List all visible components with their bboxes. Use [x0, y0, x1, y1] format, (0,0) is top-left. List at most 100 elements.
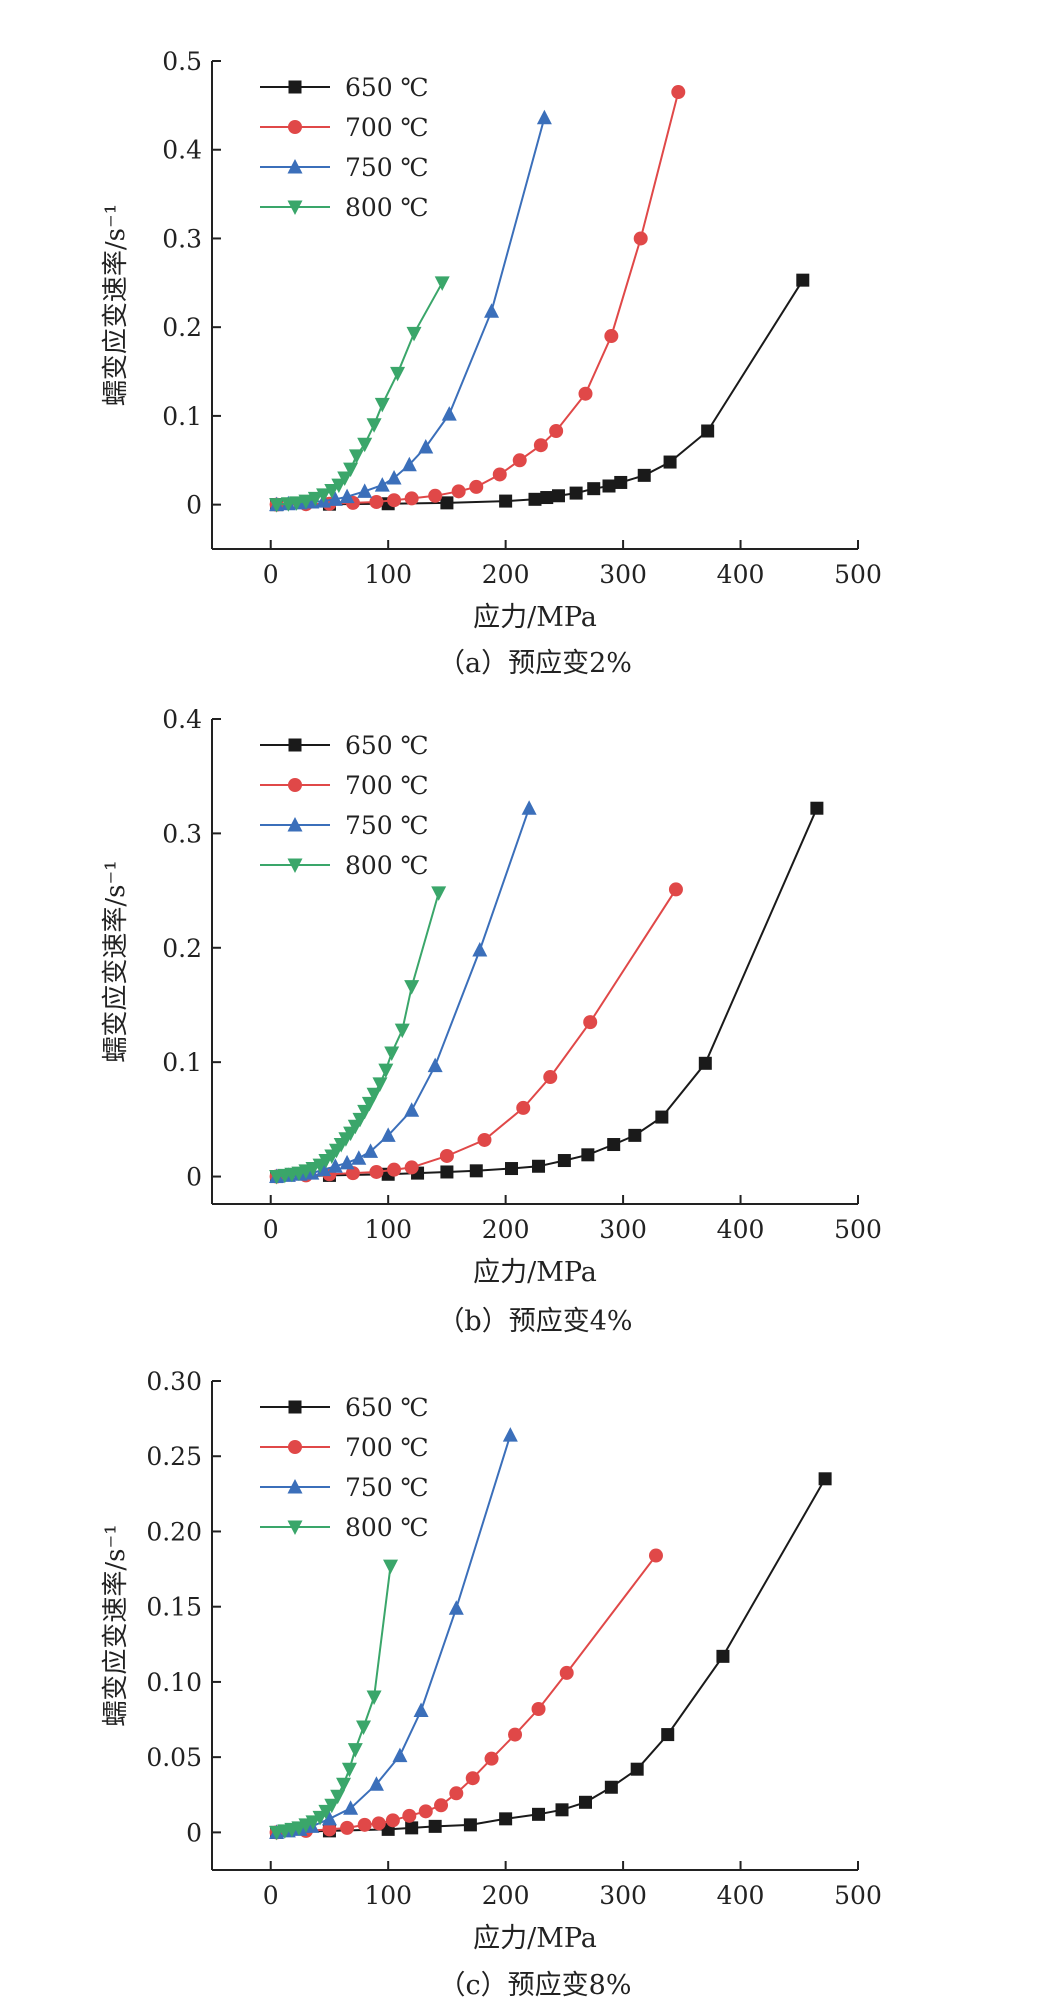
data-point [448, 1600, 464, 1615]
series-circle [269, 882, 683, 1184]
data-point [655, 1110, 669, 1124]
data-point [469, 1164, 483, 1178]
data-point [540, 491, 554, 505]
y-tick-label: 0.05 [146, 1743, 202, 1772]
data-point [357, 483, 373, 498]
data-point [374, 477, 390, 492]
x-tick-label: 500 [834, 560, 882, 589]
data-point [330, 1789, 346, 1805]
data-point [401, 456, 417, 472]
data-point [451, 484, 466, 499]
legend-label: 650 ℃ [345, 731, 429, 760]
data-point [404, 1102, 420, 1117]
y-tick-label: 0.10 [146, 1668, 202, 1697]
legend-label: 800 ℃ [345, 851, 429, 880]
x-tick-label: 300 [599, 1215, 647, 1244]
data-point [516, 1100, 531, 1115]
data-point [441, 406, 457, 421]
legend: 650 ℃ 700 ℃ 750 ℃ 800 ℃ [260, 1393, 429, 1542]
legend-label: 800 ℃ [345, 193, 429, 222]
data-point [324, 483, 340, 499]
data-point [324, 1798, 340, 1814]
data-point [484, 303, 500, 318]
y-axis-title: 蠕变应变速率/s⁻¹ [101, 1524, 131, 1726]
panel-caption: （b）预应变4% [437, 1306, 632, 1337]
data-point [484, 1751, 499, 1766]
y-tick-label: 0 [186, 1818, 202, 1847]
y-tick-label: 0.15 [146, 1593, 202, 1622]
x-axis-title: 应力/MPa [473, 602, 597, 633]
y-tick-label: 0.1 [162, 1048, 202, 1077]
data-point [305, 1815, 321, 1830]
data-point [648, 1548, 663, 1563]
x-tick-label: 200 [482, 1881, 530, 1910]
chart-panel-1: 0 100 200 300 400 500 0 0.1 0.2 0.3 0.4 0.5 应力/MPa 蠕变… [101, 47, 882, 679]
y-axis-title: 蠕变应变速率/s⁻¹ [101, 204, 131, 406]
data-point [405, 1821, 419, 1835]
data-point [637, 468, 651, 482]
legend-label: 700 ℃ [345, 771, 429, 800]
data-point [331, 478, 347, 494]
data-point [663, 455, 677, 469]
data-point [671, 85, 686, 100]
data-point [348, 449, 364, 464]
legend-label: 650 ℃ [345, 1393, 429, 1422]
data-point [614, 475, 628, 489]
series-line [276, 91, 680, 506]
data-point [339, 1154, 355, 1170]
data-point [361, 1096, 377, 1112]
data-point [336, 1777, 352, 1793]
data-point [607, 1138, 621, 1152]
data-point [536, 109, 552, 125]
data-point [387, 1162, 402, 1177]
data-point [499, 494, 513, 508]
data-point [307, 491, 323, 507]
data-point [392, 1747, 408, 1763]
data-point [402, 1808, 417, 1823]
data-point [321, 1810, 337, 1826]
legend-marker [287, 858, 303, 873]
legend-label: 750 ℃ [345, 153, 429, 182]
data-point [512, 453, 527, 468]
data-point [339, 488, 355, 504]
y-tick-label: 0.2 [162, 313, 202, 342]
data-point [418, 438, 434, 454]
data-point [298, 494, 314, 510]
data-point [378, 1063, 394, 1079]
data-point [366, 1690, 382, 1705]
data-point [505, 1162, 519, 1176]
data-point [477, 1132, 492, 1147]
data-point [341, 1762, 357, 1778]
data-point [269, 498, 285, 513]
y-tick-label: 0.3 [162, 819, 202, 848]
data-point [559, 1665, 574, 1680]
y-tick-label: 0.2 [162, 934, 202, 963]
data-point [356, 1720, 372, 1736]
legend-label: 650 ℃ [345, 73, 429, 102]
data-point [428, 488, 443, 503]
data-point [549, 423, 564, 438]
data-point [368, 1776, 384, 1791]
data-point [581, 1148, 595, 1162]
data-point [439, 1148, 454, 1163]
data-point [463, 1818, 477, 1832]
data-point [431, 886, 447, 901]
data-point [569, 486, 583, 500]
data-point [557, 1154, 571, 1168]
data-point [404, 980, 420, 995]
y-tick-label: 0 [186, 1163, 202, 1192]
y-tick-label: 0.1 [162, 402, 202, 431]
x-tick-label: 100 [364, 560, 412, 589]
data-point [796, 273, 810, 287]
data-point [316, 488, 332, 503]
data-point [551, 489, 565, 503]
series-circle [269, 1548, 663, 1840]
data-point [701, 424, 715, 438]
data-point [543, 1070, 558, 1085]
x-tick-label: 0 [263, 560, 279, 589]
data-point [531, 1702, 546, 1717]
data-point [343, 462, 359, 478]
x-tick-label: 100 [364, 1215, 412, 1244]
data-point [578, 386, 593, 401]
data-point [366, 418, 382, 433]
